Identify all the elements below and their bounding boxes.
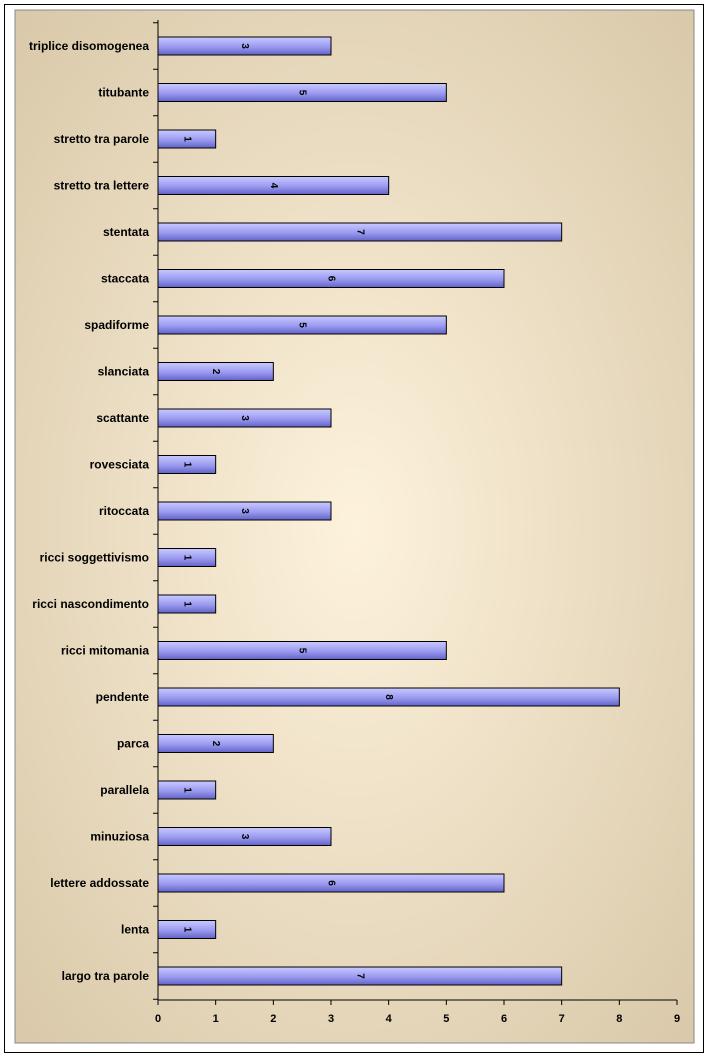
x-tick-label: 9 [674, 1013, 680, 1025]
bar-value-label: 6 [326, 880, 337, 886]
category-label: pendente [96, 690, 150, 704]
bar [157, 269, 505, 288]
category-label: scattante [96, 411, 149, 425]
bar-value-label: 5 [297, 90, 308, 96]
category-label: spadiforme [84, 318, 149, 332]
x-tick-label: 6 [501, 1013, 507, 1025]
category-label: ricci nascondimento [32, 597, 149, 611]
x-tick-label: 8 [616, 1013, 622, 1025]
bar [157, 780, 217, 800]
x-tick-label: 7 [559, 1013, 565, 1025]
bar-value-label: 3 [239, 43, 250, 49]
bar [157, 920, 217, 939]
bar [157, 734, 274, 753]
bar [157, 83, 447, 102]
bar-value-label: 3 [239, 508, 250, 514]
bar [157, 455, 217, 474]
x-tick-label: 5 [443, 1013, 449, 1025]
x-tick-label: 4 [386, 1013, 393, 1025]
x-tick-label: 3 [328, 1013, 334, 1025]
bar-value-label: 4 [268, 183, 279, 189]
bar [157, 36, 332, 56]
category-label: lettere addossate [50, 876, 149, 890]
bar-value-label: 7 [354, 973, 365, 979]
category-label: stentata [103, 225, 149, 239]
bar [157, 827, 332, 846]
category-label: slanciata [98, 365, 150, 379]
category-label: lenta [121, 923, 149, 937]
category-label: ritoccata [99, 504, 149, 518]
bar [157, 966, 563, 986]
bar-value-label: 5 [297, 648, 308, 654]
category-label: ricci soggettivismo [40, 551, 149, 565]
x-tick-label: 1 [213, 1013, 219, 1025]
bar [157, 873, 505, 893]
bar [157, 408, 332, 428]
bar [157, 548, 217, 567]
bar-value-label: 1 [181, 927, 192, 933]
bar-value-label: 1 [181, 787, 192, 793]
category-label: largo tra parole [62, 969, 150, 983]
bar-value-label: 1 [181, 462, 192, 468]
bar-value-label: 7 [354, 229, 365, 235]
bar-value-label: 3 [239, 415, 250, 421]
x-tick-label: 2 [270, 1013, 276, 1025]
bar [157, 176, 390, 195]
category-label: parallela [100, 783, 149, 797]
bar-value-label: 1 [181, 601, 192, 607]
bar-value-label: 1 [181, 136, 192, 142]
x-tick-label: 0 [155, 1013, 161, 1025]
bar-value-label: 2 [210, 369, 221, 375]
bar [157, 594, 217, 614]
bar [157, 687, 620, 707]
bar [157, 362, 274, 381]
category-label: parca [117, 737, 149, 751]
bar [157, 641, 447, 660]
category-label: stretto tra parole [54, 132, 150, 146]
bar-value-label: 5 [297, 322, 308, 328]
bar-value-label: 3 [239, 834, 250, 840]
category-label: stretto tra lettere [54, 179, 150, 193]
bar [157, 129, 217, 149]
category-label: triplice disomogenea [29, 39, 149, 53]
bar [157, 222, 563, 242]
category-label: minuziosa [90, 830, 149, 844]
bar-value-label: 1 [181, 555, 192, 561]
category-label: rovesciata [90, 458, 150, 472]
bar-value-label: 8 [383, 694, 394, 700]
category-label: ricci mitomania [61, 644, 149, 658]
category-label: staccata [101, 272, 149, 286]
bar-value-label: 6 [326, 276, 337, 282]
category-label: titubante [98, 86, 149, 100]
bar [157, 501, 332, 521]
bar-value-label: 2 [210, 741, 221, 747]
bar [157, 315, 447, 335]
